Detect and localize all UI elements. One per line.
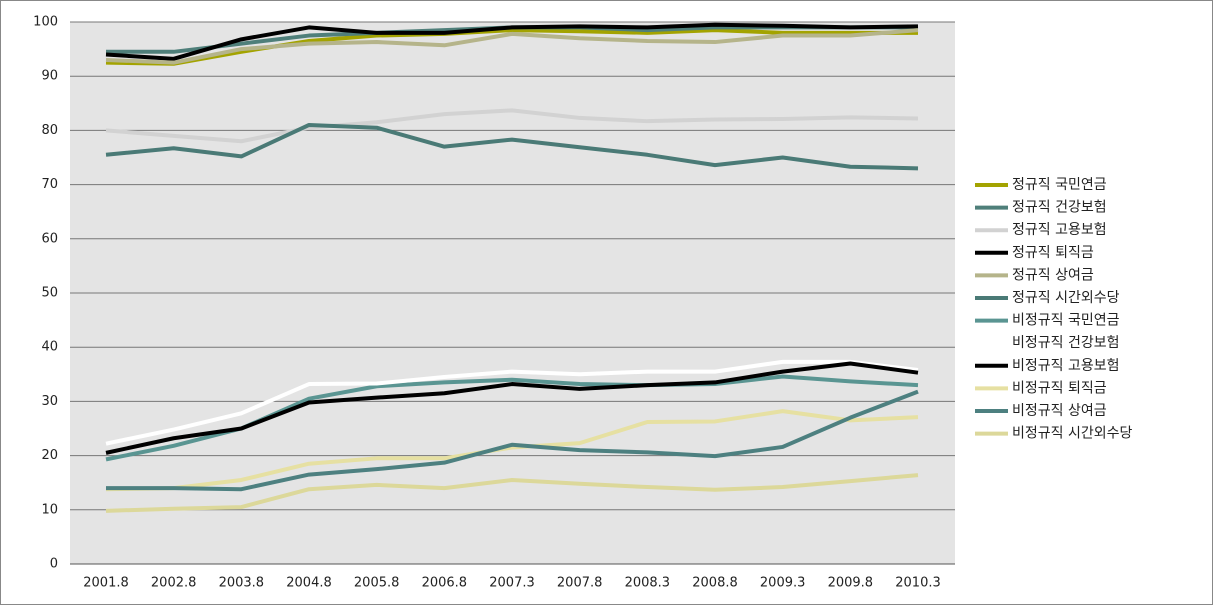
y-tick-label: 0: [50, 557, 58, 572]
legend-label: 정규직 시간외수당: [1012, 290, 1120, 306]
x-tick-label: 2005.8: [354, 576, 400, 591]
series-line: [105, 122, 919, 171]
legend-label: 비정규직 시간외수당: [1012, 426, 1132, 442]
legend-label: 비정규직 퇴직금: [1012, 380, 1107, 396]
series-line: [105, 22, 919, 61]
x-tick-label: 2010.3: [895, 576, 941, 591]
x-tick-label: 2009.3: [760, 576, 806, 591]
series-line: [105, 473, 919, 513]
x-tick-label: 2009.8: [828, 576, 874, 591]
legend-label: 비정규직 국민연금: [1012, 313, 1120, 329]
y-tick-label: 90: [41, 69, 58, 84]
legend-label: 정규직 국민연금: [1012, 177, 1107, 193]
series-line: [105, 359, 919, 446]
y-tick-label: 70: [41, 177, 58, 192]
x-tick-label: 2004.8: [286, 576, 332, 591]
x-tick-label: 2008.3: [625, 576, 671, 591]
legend-label: 정규직 고용보험: [1012, 222, 1107, 238]
y-tick-label: 60: [41, 231, 58, 246]
series-line: [105, 361, 919, 455]
y-tick-label: 50: [41, 286, 58, 301]
series-line: [105, 409, 919, 492]
x-tick-label: 2002.8: [151, 576, 197, 591]
y-tick-label: 80: [41, 123, 58, 138]
series-line: [105, 28, 919, 65]
series-line: [105, 28, 918, 66]
legend-label: 정규직 상여금: [1012, 267, 1094, 283]
legend-label: 비정규직 상여금: [1012, 403, 1107, 419]
y-tick-label: 40: [41, 340, 58, 355]
y-tick-label: 20: [41, 448, 58, 463]
y-tick-label: 10: [41, 502, 58, 517]
legend-label: 정규직 퇴직금: [1012, 245, 1094, 261]
legend-label: 비정규직 고용보험: [1012, 358, 1120, 374]
legend-label: 비정규직 건강보험: [1012, 335, 1120, 351]
series-line: [106, 389, 919, 492]
y-tick-label: 100: [33, 15, 58, 30]
series-line: [105, 108, 919, 144]
legend-label: 정규직 건강보험: [1012, 200, 1107, 216]
x-tick-label: 2001.8: [83, 576, 129, 591]
x-tick-label: 2007.8: [557, 576, 603, 591]
x-tick-label: 2003.8: [219, 576, 265, 591]
y-tick-label: 30: [41, 394, 58, 409]
x-tick-label: 2007.3: [489, 576, 535, 591]
x-tick-label: 2008.8: [692, 576, 738, 591]
x-tick-label: 2006.8: [422, 576, 468, 591]
